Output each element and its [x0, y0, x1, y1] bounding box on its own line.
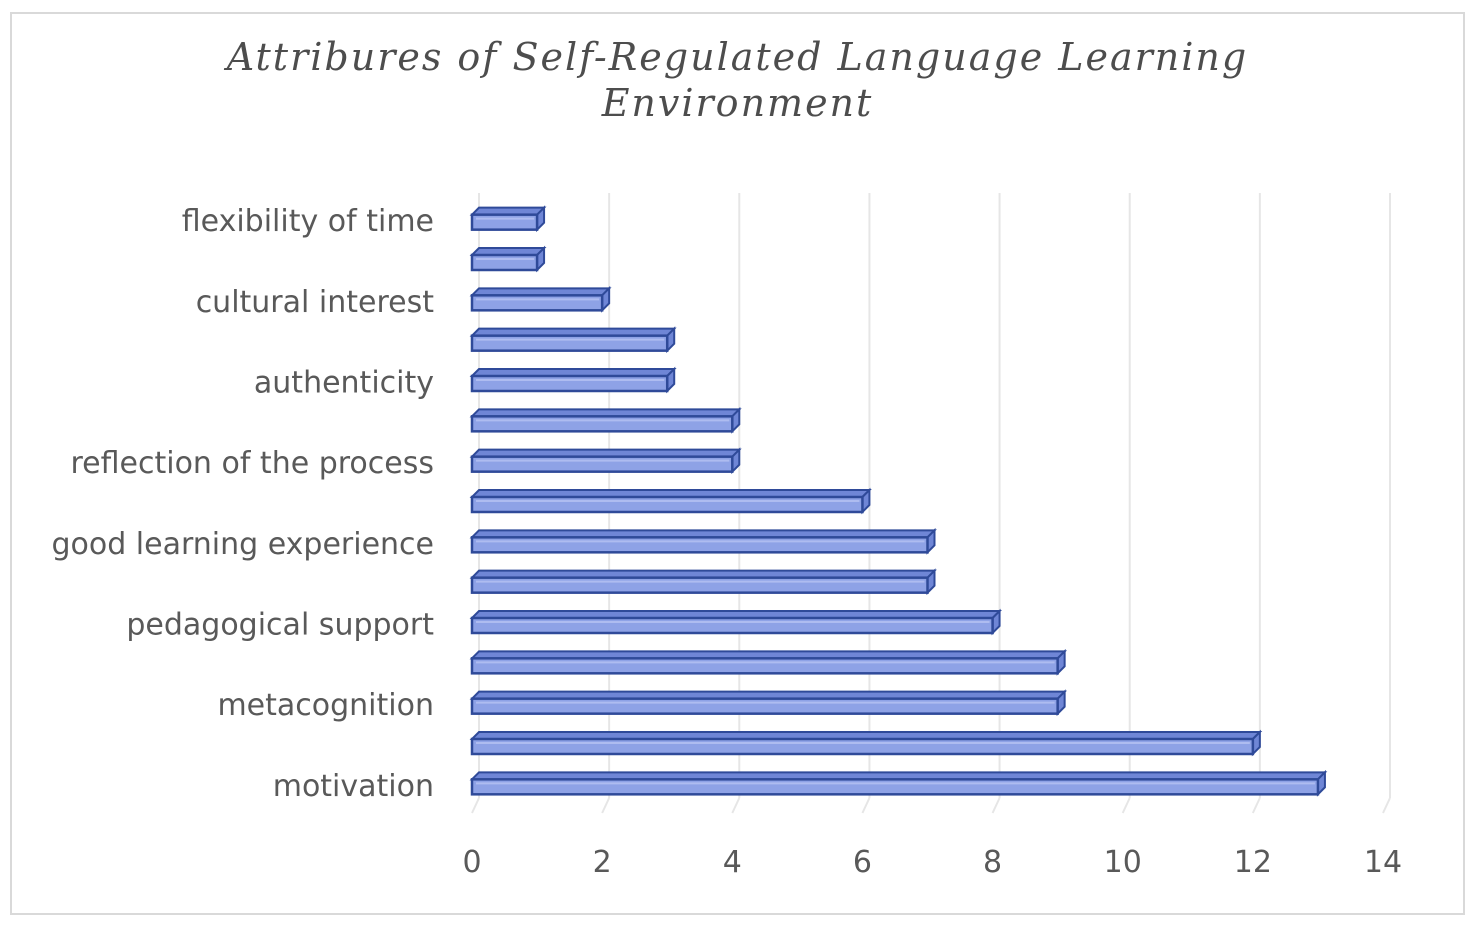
bar-front-face: [470, 374, 669, 393]
category-label: authenticity: [254, 366, 434, 401]
gridline-floor: [731, 797, 741, 814]
category-label: pedagogical support: [126, 608, 434, 643]
category-label: flexibility of time: [182, 204, 434, 239]
bar: [469, 366, 677, 394]
x-tick-label: 12: [1234, 845, 1272, 880]
gridline-floor: [1382, 797, 1391, 814]
bar-front-face: [470, 737, 1255, 756]
bar-front-face: [470, 657, 1059, 675]
bar-front-face: [470, 455, 734, 473]
category-label: metacognition: [217, 688, 434, 723]
bar-front-face: [470, 697, 1059, 715]
gridline-floor: [471, 797, 480, 814]
bar: [469, 729, 1263, 757]
chart-title-line-1: Attribures of Self-Regulated Language Le…: [226, 35, 1249, 79]
x-tick-label: 8: [983, 845, 1002, 880]
bars: [469, 205, 1328, 797]
bar-front-face: [470, 415, 734, 433]
x-tick-label: 6: [853, 845, 872, 880]
bar: [469, 568, 937, 596]
x-tick-labels: 0 2 4 6 8 10 12 14: [462, 845, 1402, 880]
chart-title-line-2: Environment: [601, 81, 874, 125]
bar-front-face: [470, 253, 539, 272]
bar: [469, 608, 1002, 636]
bar-front-face: [470, 334, 669, 352]
bar-front-face: [470, 294, 604, 312]
bar: [469, 326, 677, 354]
bar: [469, 769, 1328, 797]
gridline-floor: [1121, 797, 1131, 814]
x-tick-label: 4: [723, 845, 742, 880]
category-label: reflection of the process: [71, 446, 435, 481]
x-tick-label: 2: [593, 845, 612, 880]
bar-front-face: [470, 536, 929, 554]
category-label: cultural interest: [196, 285, 435, 320]
bar: [469, 285, 612, 313]
gridline-floor: [861, 797, 871, 814]
bar: [469, 245, 547, 273]
bar: [469, 447, 742, 475]
gridline-floor: [1251, 797, 1261, 814]
x-tick-label: 10: [1104, 845, 1142, 880]
bar-front-face: [470, 778, 1320, 796]
gridline-floor: [991, 797, 1001, 814]
x-tick-label: 0: [462, 845, 481, 880]
chart-title: Attribures of Self-Regulated Language Le…: [0, 34, 1475, 126]
category-labels: motivation metacognition pedagogical suppo…: [51, 204, 434, 804]
bar-front-face: [470, 616, 994, 635]
bar: [469, 205, 547, 233]
bar: [469, 406, 742, 434]
bar: [469, 689, 1068, 717]
bar: [469, 487, 872, 515]
bar-front-face: [470, 495, 864, 514]
bar: [469, 648, 1068, 676]
bar: [469, 527, 937, 555]
gridline-floor: [601, 797, 611, 814]
category-label: motivation: [273, 769, 434, 804]
bar-front-face: [470, 213, 539, 231]
x-tick-label: 14: [1364, 845, 1402, 880]
category-label: good learning experience: [51, 527, 434, 562]
bar-front-face: [470, 576, 929, 594]
